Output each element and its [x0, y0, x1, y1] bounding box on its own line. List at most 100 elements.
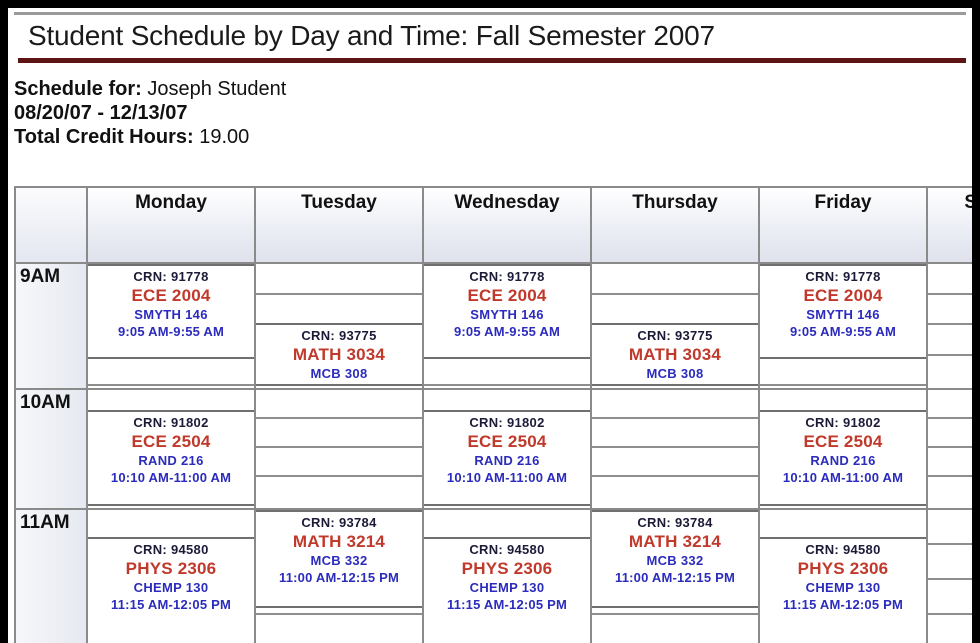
day-header-label: Tuesday: [301, 192, 377, 213]
time-slot-stripes: CRN: 91802 ECE 2504 RAND 216 10:10 AM-11:00…: [424, 390, 590, 506]
course-block[interactable]: CRN: 94580 PHYS 2306 CHEMP 130 11:15 AM-12:…: [88, 536, 254, 643]
time-slot: [760, 356, 926, 386]
time-slot: [592, 615, 758, 643]
course-room: SMYTH 146: [470, 307, 544, 322]
course-block[interactable]: CRN: 91802 ECE 2504 RAND 216 10:10 AM-11:00…: [424, 409, 590, 506]
time-slot: [928, 510, 972, 545]
course-time: 9:05 AM-9:55 AM: [789, 324, 897, 339]
time-slot: [928, 448, 972, 477]
cell-sa-9am[interactable]: [926, 262, 972, 390]
course-block[interactable]: CRN: 91778 ECE 2004 SMYTH 146 9:05 AM-9:55 …: [424, 264, 590, 360]
course-crn: CRN: 93775: [301, 327, 377, 343]
course-code: PHYS 2306: [797, 558, 889, 578]
course-room: CHEMP 130: [133, 579, 209, 595]
cell-tuesday-11am[interactable]: CRN: 93784 MATH 3214 MCB 332 11:00 AM-12:15…: [254, 508, 424, 643]
course-block[interactable]: CRN: 93784 MATH 3214 MCB 332 11:00 AM-12:15…: [592, 510, 758, 608]
student-name: Joseph Student: [147, 78, 287, 100]
schedule-table-head: Monday Tuesday Wednesday Thursday Friday Sa: [14, 186, 972, 264]
time-slot-stripes: CRN: 91778 ECE 2004 SMYTH 146 9:05 AM-9:55 …: [424, 264, 590, 386]
course-time: 10:10 AM-11:00 AM: [782, 469, 904, 485]
course-room: MCB 332: [310, 553, 368, 568]
time-slot: [256, 295, 422, 325]
course-room: CHEMP 130: [469, 579, 545, 595]
course-time: 11:15 AM-12:05 PM: [111, 596, 231, 612]
cell-monday-11am[interactable]: CRN: 94580 PHYS 2306 CHEMP 130 11:15 AM-12:…: [86, 508, 256, 643]
day-header-tuesday: Tuesday: [254, 186, 424, 264]
course-block[interactable]: CRN: 94580 PHYS 2306 CHEMP 130 11:15 AM-12:…: [760, 536, 926, 643]
cell-friday-11am[interactable]: CRN: 94580 PHYS 2306 CHEMP 130 11:15 AM-12:…: [758, 508, 928, 643]
course-room: MCB 308: [646, 365, 704, 381]
schedule-corner-header: [14, 186, 88, 264]
time-slot: [928, 477, 972, 506]
cell-wednesday-9am[interactable]: CRN: 91778 ECE 2004 SMYTH 146 9:05 AM-9:55 …: [422, 262, 592, 390]
course-time: 10:10 AM-11:00 AM: [110, 469, 232, 485]
course-crn: CRN: 94580: [805, 541, 881, 557]
course-crn: CRN: 94580: [133, 541, 209, 557]
course-crn: CRN: 91778: [805, 269, 881, 284]
course-time: 9:05 AM-9:55 AM: [117, 324, 225, 339]
cell-thursday-10am[interactable]: [590, 388, 760, 510]
time-slot: [592, 477, 758, 506]
time-slot: [256, 448, 422, 477]
cell-friday-10am[interactable]: CRN: 91802 ECE 2504 RAND 216 10:10 AM-11:00…: [758, 388, 928, 510]
title-accent-rule: [18, 58, 966, 63]
course-room: RAND 216: [138, 452, 204, 468]
time-slot: [592, 264, 758, 295]
time-slot: [928, 325, 972, 356]
cell-monday-9am[interactable]: CRN: 91778 ECE 2004 SMYTH 146 9:05 AM-9:55 …: [86, 262, 256, 390]
cell-thursday-11am[interactable]: CRN: 93784 MATH 3214 MCB 332 11:00 AM-12:15…: [590, 508, 760, 643]
course-time: 11:00 AM-12:15 PM: [279, 570, 399, 585]
course-block[interactable]: CRN: 91802 ECE 2504 RAND 216 10:10 AM-11:00…: [760, 409, 926, 506]
credit-hours-label: Total Credit Hours:: [14, 126, 194, 148]
course-time: 11:15 AM-12:05 PM: [447, 596, 567, 612]
cell-tuesday-10am[interactable]: [254, 388, 424, 510]
day-header-label: Monday: [135, 192, 207, 213]
cell-wednesday-10am[interactable]: CRN: 91802 ECE 2504 RAND 216 10:10 AM-11:00…: [422, 388, 592, 510]
day-header-wednesday: Wednesday: [422, 186, 592, 264]
time-slot: [256, 419, 422, 448]
course-time: 11:15 AM-12:05 PM: [783, 596, 903, 612]
time-slot: [928, 545, 972, 580]
time-label-10am: 10AM: [14, 388, 88, 510]
course-room: CHEMP 130: [805, 579, 881, 595]
day-header-sa: Sa: [926, 186, 972, 264]
page-title: Student Schedule by Day and Time: Fall S…: [28, 20, 715, 51]
time-slot-stripes: [928, 390, 972, 506]
time-slot-stripes: [928, 510, 972, 643]
day-header-monday: Monday: [86, 186, 256, 264]
course-crn: CRN: 93775: [637, 327, 713, 343]
course-time: 9:30 AM-10:45 AM: [592, 382, 758, 384]
day-header-label: Thursday: [632, 192, 718, 213]
credit-hours-line: Total Credit Hours: 19.00: [14, 125, 972, 149]
course-block[interactable]: CRN: 91802 ECE 2504 RAND 216 10:10 AM-11:00…: [88, 409, 254, 506]
cell-friday-9am[interactable]: CRN: 91778 ECE 2004 SMYTH 146 9:05 AM-9:55 …: [758, 262, 928, 390]
cell-sa-11am[interactable]: [926, 508, 972, 643]
schedule-table: Monday Tuesday Wednesday Thursday Friday Sa 9…: [14, 186, 972, 643]
schedule-meta: Schedule for: Joseph Student 08/20/07 - …: [8, 63, 972, 149]
time-slot-stripes: CRN: 91778 ECE 2004 SMYTH 146 9:05 AM-9:55 …: [760, 264, 926, 386]
time-slot: [592, 580, 758, 615]
day-header-row: Monday Tuesday Wednesday Thursday Friday Sa: [14, 186, 972, 264]
course-block[interactable]: CRN: 93784 MATH 3214 MCB 332 11:00 AM-12:15…: [256, 510, 422, 608]
time-slot: [592, 419, 758, 448]
course-block[interactable]: CRN: 91778 ECE 2004 SMYTH 146 9:05 AM-9:55 …: [760, 264, 926, 360]
cell-sa-10am[interactable]: [926, 388, 972, 510]
day-header-thursday: Thursday: [590, 186, 760, 264]
schedule-hour-row: 10AM CRN: 91802 ECE 2504 RAND 216 10:10 AM-1…: [14, 388, 972, 510]
time-slot: [928, 356, 972, 387]
cell-monday-10am[interactable]: CRN: 91802 ECE 2504 RAND 216 10:10 AM-11:00…: [86, 388, 256, 510]
course-code: MATH 3034: [292, 344, 386, 364]
cell-wednesday-11am[interactable]: CRN: 94580 PHYS 2306 CHEMP 130 11:15 AM-12:…: [422, 508, 592, 643]
time-slot: [592, 390, 758, 419]
course-block[interactable]: CRN: 94580 PHYS 2306 CHEMP 130 11:15 AM-12:…: [424, 536, 590, 643]
time-slot-stripes: [256, 390, 422, 506]
time-slot: [256, 390, 422, 419]
course-block[interactable]: CRN: 91778 ECE 2004 SMYTH 146 9:05 AM-9:55 …: [88, 264, 254, 360]
time-slot: [928, 295, 972, 325]
time-label-9am: 9AM: [14, 262, 88, 390]
